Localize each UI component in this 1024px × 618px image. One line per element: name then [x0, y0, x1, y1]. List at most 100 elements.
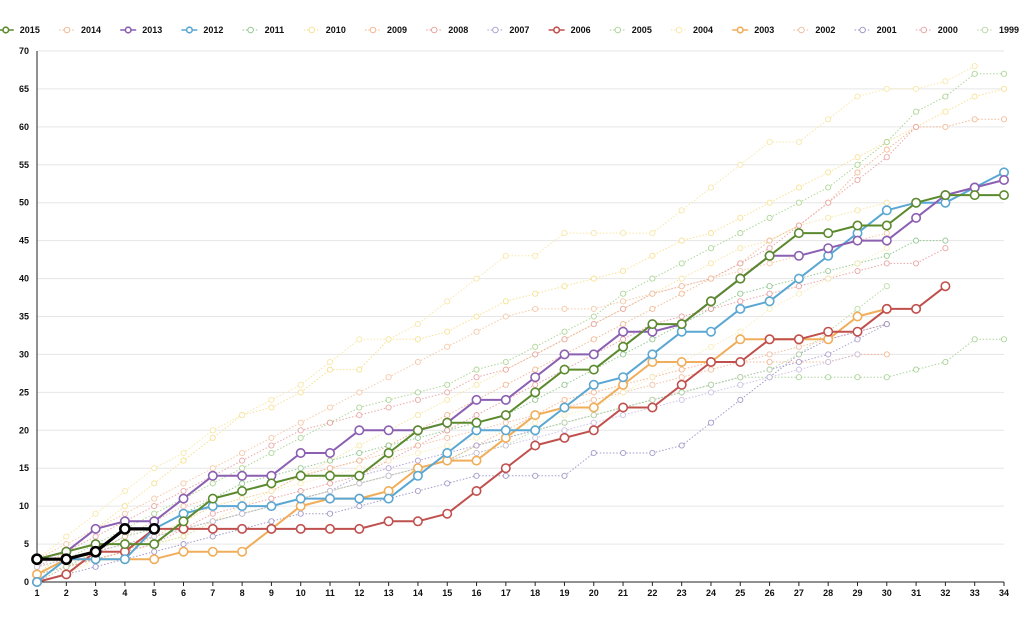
- data-point: [414, 434, 421, 441]
- data-point: [795, 138, 802, 146]
- data-point: [268, 487, 275, 495]
- data-point: [151, 465, 158, 472]
- data-point: [297, 510, 304, 517]
- data-point: [473, 374, 480, 381]
- data-point: [414, 412, 421, 419]
- data-point: [442, 417, 453, 428]
- data-point: [297, 465, 304, 472]
- data-point: [971, 70, 978, 77]
- data-point: [209, 465, 216, 472]
- data-point: [678, 275, 685, 282]
- data-point: [178, 493, 189, 504]
- data-point: [324, 470, 335, 481]
- data-point: [883, 85, 890, 92]
- data-point: [766, 351, 773, 358]
- x-tick-label: 31: [911, 588, 921, 598]
- legend-label: 2004: [693, 25, 713, 35]
- data-point: [268, 434, 275, 441]
- data-point: [588, 364, 599, 375]
- legend-label: 2015: [20, 25, 40, 35]
- data-point: [237, 523, 248, 534]
- legend-item-2009: 2009: [365, 25, 407, 35]
- legend-item-2004: 2004: [671, 25, 713, 35]
- data-point: [444, 381, 451, 388]
- data-point: [825, 184, 832, 191]
- legend-item-2010: 2010: [303, 25, 346, 35]
- data-point: [209, 427, 216, 434]
- data-point: [852, 235, 863, 246]
- data-point: [649, 449, 656, 457]
- data-point: [444, 480, 451, 487]
- data-point: [825, 214, 832, 221]
- data-point: [412, 425, 423, 436]
- data-point: [268, 518, 275, 525]
- data-point: [764, 334, 775, 345]
- data-point: [412, 516, 423, 527]
- data-point: [180, 503, 187, 510]
- y-tick-label: 30: [19, 349, 29, 359]
- data-point: [326, 358, 334, 366]
- data-point: [590, 336, 597, 343]
- data-point: [180, 533, 187, 540]
- data-point: [998, 175, 1009, 186]
- data-point: [588, 349, 599, 360]
- data-point: [444, 412, 451, 419]
- legend-item-2000: 2000: [915, 25, 958, 35]
- data-point: [883, 146, 890, 153]
- data-point: [881, 235, 892, 246]
- data-point: [1000, 336, 1008, 343]
- legend-swatch-marker: [2, 26, 10, 34]
- data-point: [883, 321, 890, 328]
- data-point: [588, 425, 599, 436]
- x-tick-label: 22: [647, 588, 657, 598]
- data-point: [180, 449, 187, 457]
- y-tick-label: 0: [24, 577, 29, 587]
- data-point: [268, 396, 275, 403]
- data-point: [795, 222, 802, 229]
- data-point: [971, 116, 978, 123]
- data-point: [590, 230, 597, 237]
- data-point: [180, 480, 187, 487]
- y-tick-label: 65: [19, 84, 29, 94]
- data-point: [473, 275, 480, 282]
- y-tick-label: 70: [19, 46, 29, 56]
- data-point: [766, 283, 773, 290]
- data-point: [532, 434, 539, 441]
- data-point: [561, 336, 568, 343]
- series-line-2001: [36, 323, 887, 583]
- x-tick-label: 23: [677, 588, 687, 598]
- data-point: [532, 419, 539, 426]
- data-point: [239, 510, 246, 517]
- series-2015: [31, 190, 1009, 565]
- data-point: [502, 298, 509, 305]
- data-point: [795, 351, 802, 358]
- legend-label: 2009: [387, 25, 407, 35]
- data-point: [942, 78, 949, 85]
- x-tick-label: 2: [64, 588, 69, 598]
- data-point: [883, 199, 890, 206]
- data-point: [913, 123, 920, 130]
- legend-item-2011: 2011: [242, 25, 284, 35]
- series-line-2014: [36, 118, 1004, 575]
- data-point: [737, 290, 744, 297]
- data-point: [502, 419, 509, 426]
- data-point: [883, 245, 890, 252]
- data-point: [530, 372, 541, 383]
- legend-label: 2012: [203, 25, 223, 35]
- data-point: [149, 539, 160, 550]
- data-point: [649, 275, 656, 282]
- data-point: [795, 366, 802, 373]
- data-point: [649, 305, 656, 312]
- data-point: [324, 493, 335, 504]
- data-point: [852, 326, 863, 337]
- data-point: [823, 243, 834, 254]
- data-point: [385, 442, 392, 449]
- data-point: [942, 108, 949, 115]
- data-point: [707, 366, 715, 373]
- data-point: [737, 230, 744, 237]
- series-line-2008: [36, 247, 946, 575]
- legend-swatch-marker: [369, 26, 377, 34]
- y-tick-label: 10: [19, 501, 29, 511]
- data-point: [471, 394, 482, 405]
- data-point: [385, 465, 392, 472]
